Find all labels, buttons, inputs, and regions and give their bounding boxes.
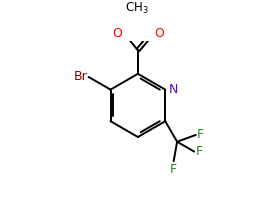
Text: O: O	[154, 27, 164, 40]
Text: N: N	[168, 83, 178, 96]
Text: F: F	[197, 128, 204, 141]
Text: O: O	[112, 27, 122, 40]
Text: CH$_3$: CH$_3$	[125, 1, 149, 16]
Text: F: F	[170, 163, 177, 176]
Text: F: F	[196, 145, 203, 158]
Text: Br: Br	[73, 70, 87, 83]
